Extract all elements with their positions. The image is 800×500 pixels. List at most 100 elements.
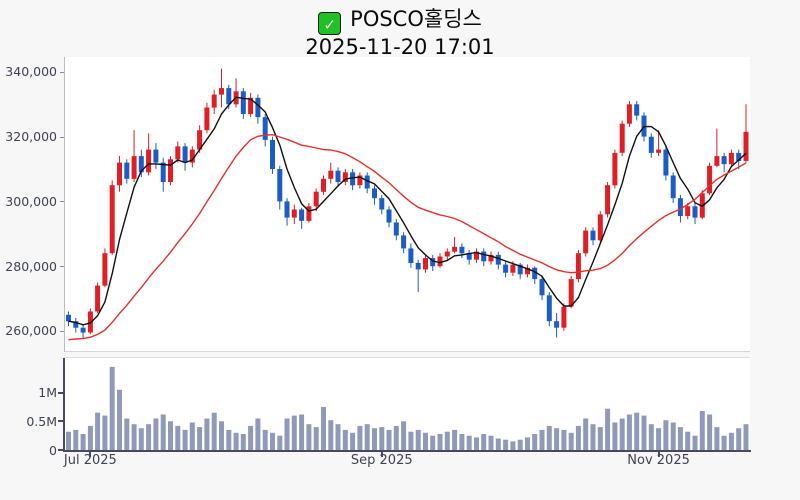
time-axis-tick [657,452,660,457]
volume-bar [219,421,224,450]
candle [95,282,101,314]
candle-body [182,146,188,163]
volume-bar [430,435,436,450]
volume-bar [459,434,465,450]
volume-bar [204,418,210,450]
volume-bar [532,434,538,450]
candle [459,243,465,259]
candle [466,250,472,265]
candle [80,324,86,339]
candle-body [240,91,246,114]
volume-bar [415,429,421,450]
candle [342,169,348,186]
volume-bar [619,418,625,450]
candle [233,78,239,108]
candle [670,172,676,203]
candle [102,248,108,288]
candle [575,250,581,283]
candle [197,125,203,153]
volume-bar [605,408,611,450]
volume-bar [452,429,458,450]
candle [138,149,144,178]
candle-body [379,198,385,210]
candle-body [160,162,166,182]
volume-bar [561,429,567,450]
volume-bar [444,431,450,450]
volume-bar [517,439,523,450]
volume-bar [554,428,560,450]
price-axis-tick [60,331,64,332]
price-axis-tick [60,266,64,268]
candle [73,318,79,333]
candle [583,227,589,257]
volume-bar [626,414,632,450]
candle [656,130,662,157]
volume-bar [685,431,691,450]
volume-bar [612,422,618,450]
price-tick-label: 320,000 [5,129,57,145]
candle-body [488,254,494,262]
volume-bar [568,432,574,450]
candle-body [525,267,530,275]
volume-bar [677,427,683,450]
candle-body [270,139,275,169]
candle [291,204,297,225]
candle-body [663,149,669,176]
volume-bar [175,425,181,450]
candle-body [350,172,356,186]
candle [372,185,377,205]
volume-tick-label: 1M [38,385,57,401]
candle-body [619,123,625,153]
volume-bar [503,439,509,450]
candle-body [721,156,727,165]
candle-body [546,295,552,322]
volume-bar [707,414,713,450]
volume-bar [335,424,341,450]
candle-body [408,248,414,263]
candle [503,261,509,278]
volume-bar [248,425,254,450]
candle [554,313,560,338]
volume-bar [692,435,698,450]
chart-title-row: ✓ POSCO홀딩스 [0,4,800,35]
volume-bar [117,389,122,450]
candle-body [452,246,458,252]
candle-body [357,175,363,186]
candle [568,275,574,309]
candle-body [401,235,407,249]
volume-bar [226,429,232,450]
candle-body [423,258,428,270]
candle [539,275,545,301]
candle-body [277,169,283,202]
volume-tick-label: 0 [49,442,57,458]
candle-body [554,321,560,328]
volume-bar [342,429,348,450]
volume-bar [663,420,669,450]
volume-bar [138,428,144,450]
candle [590,227,596,246]
candle-body [95,285,101,312]
candle [597,211,603,244]
candle-body [605,185,611,215]
volume-bar [291,415,297,450]
checkbox-icon: ✓ [318,12,342,35]
volume-bar [131,424,137,450]
candle [248,92,254,118]
volume-bar [583,418,589,450]
candle-body [131,156,137,179]
candle [728,149,734,168]
volume-axis-spine [63,358,65,452]
candle [386,206,392,228]
volume-bar [306,424,312,450]
time-axis-tick [89,452,92,457]
volume-bar [80,434,86,450]
price-tick-label: 300,000 [5,193,57,209]
volume-bar [597,427,603,450]
candle-body [561,306,567,328]
candle [488,251,494,265]
candle [481,248,487,267]
candle-body [590,230,596,241]
candle [153,143,159,169]
volume-bar [488,435,494,450]
